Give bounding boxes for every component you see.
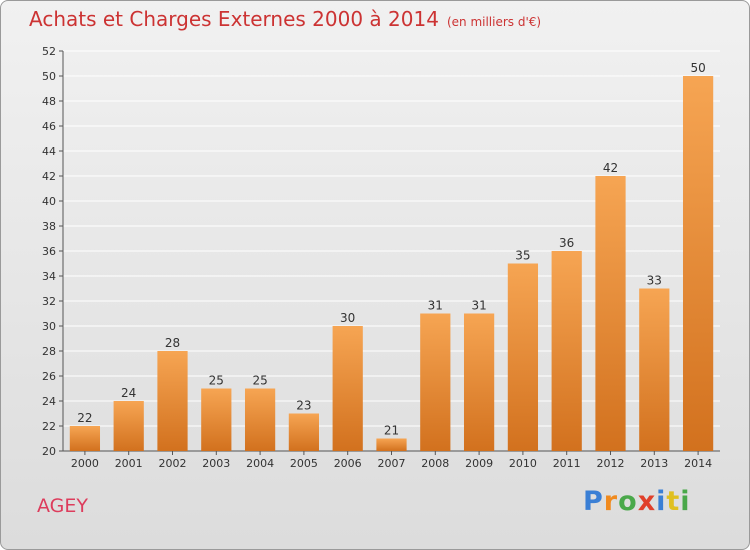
data-label: 35 — [515, 249, 530, 263]
y-tick-label: 26 — [42, 370, 56, 383]
brand-letter: x — [637, 486, 657, 517]
brand-letter: P — [583, 486, 604, 517]
x-tick-label: 2011 — [553, 457, 581, 470]
brand-logo: Proxiti — [583, 486, 691, 517]
brand-letter: r — [603, 486, 619, 517]
data-label: 30 — [340, 311, 355, 325]
data-label: 24 — [121, 386, 136, 400]
y-tick-label: 24 — [42, 395, 56, 408]
y-tick-label: 50 — [42, 70, 56, 83]
x-tick-label: 2002 — [159, 457, 187, 470]
x-tick-label: 2004 — [246, 457, 274, 470]
bar — [69, 426, 101, 451]
y-tick-label: 34 — [42, 270, 56, 283]
bar — [551, 251, 582, 451]
x-tick-label: 2001 — [115, 457, 143, 470]
place-name: AGEY — [37, 495, 88, 517]
brand-letter: t — [666, 486, 681, 517]
x-tick-label: 2005 — [290, 457, 318, 470]
bar — [201, 388, 232, 451]
data-label: 50 — [690, 61, 705, 75]
x-tick-label: 2007 — [378, 457, 406, 470]
data-label: 42 — [603, 161, 618, 175]
y-tick-label: 42 — [42, 170, 56, 183]
bar — [332, 326, 363, 451]
y-tick-label: 22 — [42, 420, 56, 433]
data-label: 36 — [559, 236, 574, 250]
brand-letter: i — [656, 486, 667, 517]
y-tick-label: 38 — [42, 220, 56, 233]
x-tick-label: 2012 — [597, 457, 625, 470]
x-tick-label: 2000 — [71, 457, 99, 470]
bar — [157, 351, 188, 451]
y-tick-label: 52 — [42, 45, 56, 58]
y-tick-label: 44 — [42, 145, 56, 158]
y-tick-label: 46 — [42, 120, 56, 133]
x-tick-label: 2006 — [334, 457, 362, 470]
brand-letter: o — [618, 486, 638, 517]
bar — [595, 176, 626, 451]
x-tick-label: 2009 — [465, 457, 493, 470]
bar — [639, 288, 670, 451]
data-label: 23 — [296, 399, 311, 413]
data-label: 28 — [165, 336, 180, 350]
bar — [113, 401, 144, 451]
y-tick-label: 32 — [42, 295, 56, 308]
bar — [376, 438, 407, 451]
chart-title: Achats et Charges Externes 2000 à 2014 (e… — [29, 7, 541, 31]
x-tick-label: 2013 — [640, 457, 668, 470]
y-tick-label: 36 — [42, 245, 56, 258]
data-label: 25 — [209, 374, 224, 388]
bar — [244, 388, 276, 451]
data-label: 31 — [471, 299, 486, 313]
bar — [288, 413, 320, 451]
bar — [682, 76, 714, 451]
chart-subtitle: (en milliers d'€) — [446, 15, 542, 29]
y-tick-label: 28 — [42, 345, 56, 358]
data-label: 33 — [647, 274, 662, 288]
y-tick-label: 30 — [42, 320, 56, 333]
data-label: 31 — [428, 299, 443, 313]
y-tick-label: 20 — [42, 445, 56, 458]
y-tick-label: 40 — [42, 195, 56, 208]
data-label: 25 — [252, 374, 267, 388]
x-tick-label: 2010 — [509, 457, 537, 470]
chart-title-text: Achats et Charges Externes 2000 à 2014 — [29, 7, 439, 31]
x-tick-label: 2008 — [421, 457, 449, 470]
bar — [420, 313, 451, 451]
brand-letter: i — [680, 486, 691, 517]
y-tick-label: 48 — [42, 95, 56, 108]
data-label: 21 — [384, 424, 399, 438]
bar — [507, 263, 539, 451]
bar — [463, 313, 495, 451]
x-tick-label: 2014 — [684, 457, 712, 470]
data-label: 22 — [77, 411, 92, 425]
x-tick-label: 2003 — [202, 457, 230, 470]
